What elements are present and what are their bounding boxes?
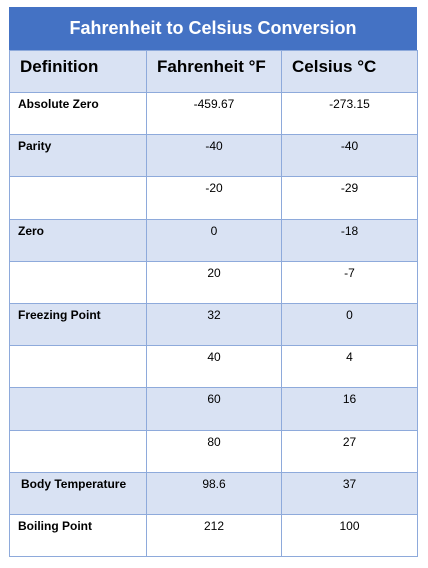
celsius-cell: 4 xyxy=(281,345,418,389)
fahrenheit-cell: 20 xyxy=(146,260,282,304)
celsius-cell: -7 xyxy=(281,260,418,304)
table-row: Parity -40 -40 xyxy=(9,134,418,178)
table-row: -20 -29 xyxy=(9,176,418,220)
fahrenheit-cell: -40 xyxy=(146,134,282,178)
fahrenheit-cell: -20 xyxy=(146,176,282,220)
fahrenheit-cell: 0 xyxy=(146,218,282,262)
definition-cell: Boiling Point xyxy=(9,513,147,558)
celsius-cell: 37 xyxy=(281,471,418,515)
conversion-table-container: Fahrenheit to Celsius Conversion Definit… xyxy=(9,7,418,558)
celsius-cell: 100 xyxy=(281,513,418,558)
header-definition: Definition xyxy=(9,50,147,93)
celsius-cell: -18 xyxy=(281,218,418,262)
celsius-cell: -29 xyxy=(281,176,418,220)
table-title: Fahrenheit to Celsius Conversion xyxy=(9,7,417,50)
fahrenheit-cell: 98.6 xyxy=(146,471,282,515)
celsius-cell: 27 xyxy=(281,429,418,473)
definition-cell: Absolute Zero xyxy=(9,91,147,136)
table-row: 20 -7 xyxy=(9,260,418,304)
celsius-cell: -273.15 xyxy=(281,91,418,136)
fahrenheit-cell: 212 xyxy=(146,513,282,558)
conversion-table: Definition Fahrenheit °F Celsius °C Abso… xyxy=(9,50,418,558)
fahrenheit-cell: 32 xyxy=(146,302,282,347)
fahrenheit-cell: -459.67 xyxy=(146,91,282,136)
table-row: 40 4 xyxy=(9,345,418,389)
definition-cell: Body Temperature xyxy=(9,471,147,515)
celsius-cell: 0 xyxy=(281,302,418,347)
header-fahrenheit: Fahrenheit °F xyxy=(146,50,282,93)
table-row: Body Temperature 98.6 37 xyxy=(9,471,418,515)
definition-cell: Zero xyxy=(9,218,147,262)
definition-cell xyxy=(9,387,147,431)
table-row: Boiling Point 212 100 xyxy=(9,513,418,558)
table-row: 60 16 xyxy=(9,387,418,431)
definition-cell xyxy=(9,345,147,389)
fahrenheit-cell: 40 xyxy=(146,345,282,389)
table-row: Absolute Zero -459.67 -273.15 xyxy=(9,91,418,136)
fahrenheit-cell: 60 xyxy=(146,387,282,431)
definition-cell xyxy=(9,429,147,473)
fahrenheit-cell: 80 xyxy=(146,429,282,473)
celsius-cell: -40 xyxy=(281,134,418,178)
table-row: Zero 0 -18 xyxy=(9,218,418,262)
table-row: 80 27 xyxy=(9,429,418,473)
definition-cell xyxy=(9,260,147,304)
table-row: Freezing Point 32 0 xyxy=(9,302,418,347)
celsius-cell: 16 xyxy=(281,387,418,431)
definition-cell xyxy=(9,176,147,220)
header-celsius: Celsius °C xyxy=(281,50,418,93)
definition-cell: Freezing Point xyxy=(9,302,147,347)
definition-cell: Parity xyxy=(9,134,147,178)
header-row: Definition Fahrenheit °F Celsius °C xyxy=(9,50,418,93)
